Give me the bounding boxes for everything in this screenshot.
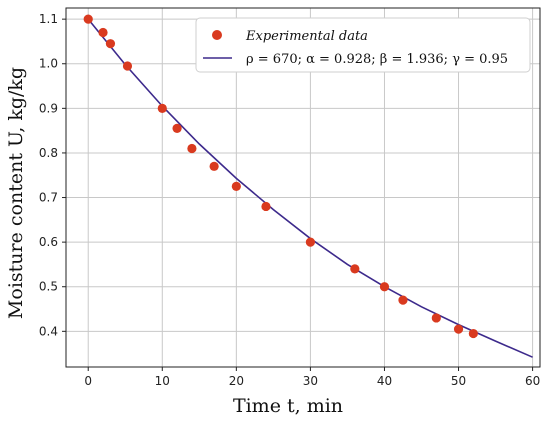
data-point <box>105 39 116 49</box>
x-tick-label: 30 <box>303 374 318 388</box>
data-point <box>305 237 316 247</box>
ticks: 0 10 20 30 40 50 60 0.4 0.5 0.6 0.7 0.8 0.9 1.0 1.1 <box>39 12 540 388</box>
data-point <box>209 161 219 171</box>
x-tick-label: 60 <box>525 374 540 388</box>
data-point <box>172 123 182 134</box>
data-point <box>83 14 93 24</box>
data-point <box>98 27 108 38</box>
y-tick-label: 0.7 <box>39 191 58 205</box>
data-point <box>122 61 133 71</box>
y-tick-label: 0.6 <box>39 235 58 249</box>
y-tick-label: 1.0 <box>39 57 58 71</box>
legend-label-experimental: Experimental data <box>245 29 368 44</box>
y-tick-label: 0.9 <box>39 101 58 115</box>
data-point <box>261 201 271 212</box>
data-point <box>350 264 360 274</box>
legend: Experimental data ρ = 670; α = 0.928; β … <box>195 17 531 73</box>
data-point <box>468 328 478 339</box>
data-point <box>157 103 167 113</box>
data-point <box>187 143 197 154</box>
x-tick-label: 20 <box>229 374 244 388</box>
x-tick-label: 10 <box>155 374 170 388</box>
y-tick-label: 1.1 <box>39 12 58 26</box>
data-point <box>431 313 441 323</box>
legend-label-fit: ρ = 670; α = 0.928; β = 1.936; γ = 0.95 <box>246 52 508 67</box>
y-tick-label: 0.4 <box>39 324 58 338</box>
data-point <box>379 282 390 292</box>
data-point <box>398 295 408 305</box>
x-tick-label: 40 <box>377 374 392 388</box>
legend-box <box>195 17 531 73</box>
data-point <box>453 324 464 334</box>
x-tick-label: 0 <box>84 374 92 388</box>
y-tick-label: 0.5 <box>39 280 58 294</box>
y-axis-label: Moisture content U, kg/kg <box>5 67 27 319</box>
plot-frame <box>65 7 541 368</box>
data-point <box>231 181 241 191</box>
y-tick-label: 0.8 <box>39 146 58 160</box>
legend-marker-experimental <box>212 30 222 40</box>
experimental-points <box>83 14 478 339</box>
x-tick-label: 50 <box>451 374 466 388</box>
x-axis-label: Time t, min <box>233 395 343 417</box>
